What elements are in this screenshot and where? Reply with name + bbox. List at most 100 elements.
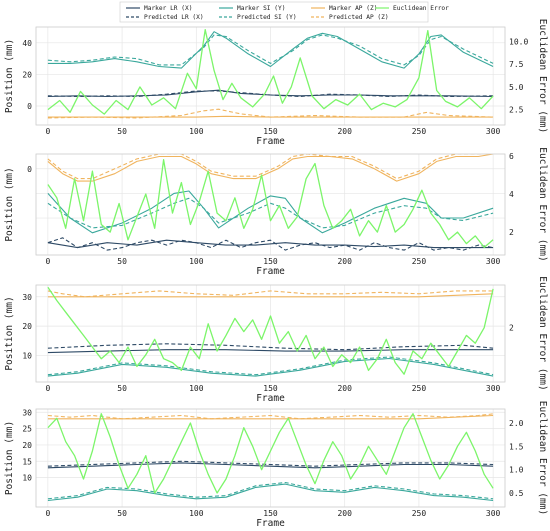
series-line-lr-marker [47,239,494,249]
y2-tick-label: 2.5 [509,106,524,115]
x-tick-label: 150 [263,127,278,136]
series-line-ap-predicted [47,290,494,298]
y-tick-label: 30 [22,293,32,302]
x-axis-label: Frame [256,518,285,529]
x-tick-label: 200 [337,509,352,518]
y-tick-label: 30 [22,408,32,417]
y2-axis-label: Euclidean Error (mm) [537,147,548,261]
series-line-err [47,29,494,115]
x-tick-label: 100 [189,509,204,518]
series-group [47,154,494,251]
series-line-si-marker [47,190,494,234]
legend-label: Predicted SI (Y) [237,14,297,21]
x-tick-label: 300 [486,257,501,266]
x-tick-label: 250 [412,127,427,136]
x-axis-label: Frame [256,266,285,277]
series-line-si-predicted [47,34,494,66]
legend-label: Marker SI (Y) [237,5,285,12]
y-tick-label: 20 [22,441,32,450]
series-line-ap-marker [47,154,494,182]
series-line-ap-predicted [47,413,494,420]
y-tick-label: 20 [22,70,32,79]
y-axis-label: Position (mm) [4,296,15,370]
x-tick-label: 150 [263,384,278,393]
y-axis-label: Position (mm) [4,39,15,113]
x-tick-label: 50 [117,509,127,518]
plot-frame [35,26,506,126]
y-tick-label: 0 [27,165,32,174]
y-axis-label: Position (mm) [4,421,15,495]
series-line-si-predicted [47,356,494,376]
x-tick-label: 0 [45,127,50,136]
series-line-ap-predicted [47,154,487,180]
y2-tick-label: 7.5 [509,60,524,69]
x-tick-label: 200 [337,257,352,266]
y-tick-label: 10 [22,352,32,361]
x-tick-label: 300 [486,509,501,518]
y2-tick-label: 4 [509,190,514,199]
y2-axis-label: Euclidean Error (mm) [537,276,548,390]
series-line-lr-predicted [47,343,494,351]
series-line-lr-predicted [47,460,494,467]
series-line-si-predicted [47,197,494,229]
x-tick-label: 50 [117,257,127,266]
y2-tick-label: 2 [509,228,514,237]
plot-frame [35,408,506,508]
series-line-lr-predicted [47,90,494,98]
y2-tick-label: 1.0 [509,466,524,475]
x-tick-label: 200 [337,127,352,136]
y-tick-label: 10 [22,474,32,483]
y-tick-label: 25 [22,425,32,434]
series-group [47,413,494,502]
legend-box [119,1,429,23]
y2-tick-label: 2 [509,324,514,333]
series-line-lr-marker [47,349,494,354]
x-axis-label: Frame [256,136,285,147]
y2-axis-label: Euclidean Error (mm) [537,19,548,133]
series-line-si-predicted [47,481,494,500]
series-line-ap-marker [47,293,494,298]
legend: Marker LR (X) Predicted LR (X) Marker SI (… [119,1,449,23]
x-tick-label: 300 [486,384,501,393]
y2-tick-label: 2.0 [509,419,524,428]
plot-frame [35,284,506,383]
series-line-lr-predicted [47,237,494,251]
series-group [47,29,494,119]
x-tick-label: 0 [45,257,50,266]
y2-tick-label: 5.0 [509,83,524,92]
legend-label: Euclidean Error [393,5,449,12]
x-tick-label: 0 [45,509,50,518]
y2-tick-label: 6 [509,152,514,161]
series-group [47,286,494,377]
chart-panel-4: 0 50 100 150 200 250 300 10 15 20 25 30 0.5 1.0 1.5 2.0… [4,401,548,529]
series-line-si-marker [47,31,494,69]
legend-label: Marker LR (X) [144,5,192,12]
x-tick-label: 250 [412,384,427,393]
series-line-si-marker [47,483,494,502]
x-tick-label: 150 [263,257,278,266]
series-line-err [47,159,494,249]
y-axis-label: Position (mm) [4,167,15,241]
x-axis-label: Frame [256,393,285,404]
y-tick-label: 15 [22,457,32,466]
x-tick-label: 250 [412,257,427,266]
series-line-err [47,413,494,494]
y2-tick-label: 0.5 [509,489,524,498]
chart-panel-2: 0 50 100 150 200 250 300 0 2 4 6 Frame Position (mm)… [4,147,548,277]
x-tick-label: 50 [117,127,127,136]
x-tick-label: 250 [412,509,427,518]
series-line-err [47,286,494,375]
legend-label: Predicted LR (X) [144,14,204,21]
y2-tick-label: 1.5 [509,442,524,451]
y-tick-label: 40 [22,39,32,48]
x-tick-label: 100 [189,384,204,393]
x-tick-label: 300 [486,127,501,136]
chart-panels: 0 50 100 150 200 250 300020402.55.07.510.0Fram… [4,19,548,529]
plot-frame [35,153,506,256]
y2-axis-label: Euclidean Error (mm) [537,401,548,515]
x-tick-label: 50 [117,384,127,393]
chart-panel-1: 0 50 100 150 200 250 300 0 20 40 2.5 5.0 7.5 10.0 Fram… [4,19,548,147]
x-tick-label: 150 [263,509,278,518]
series-line-lr-marker [47,462,494,469]
